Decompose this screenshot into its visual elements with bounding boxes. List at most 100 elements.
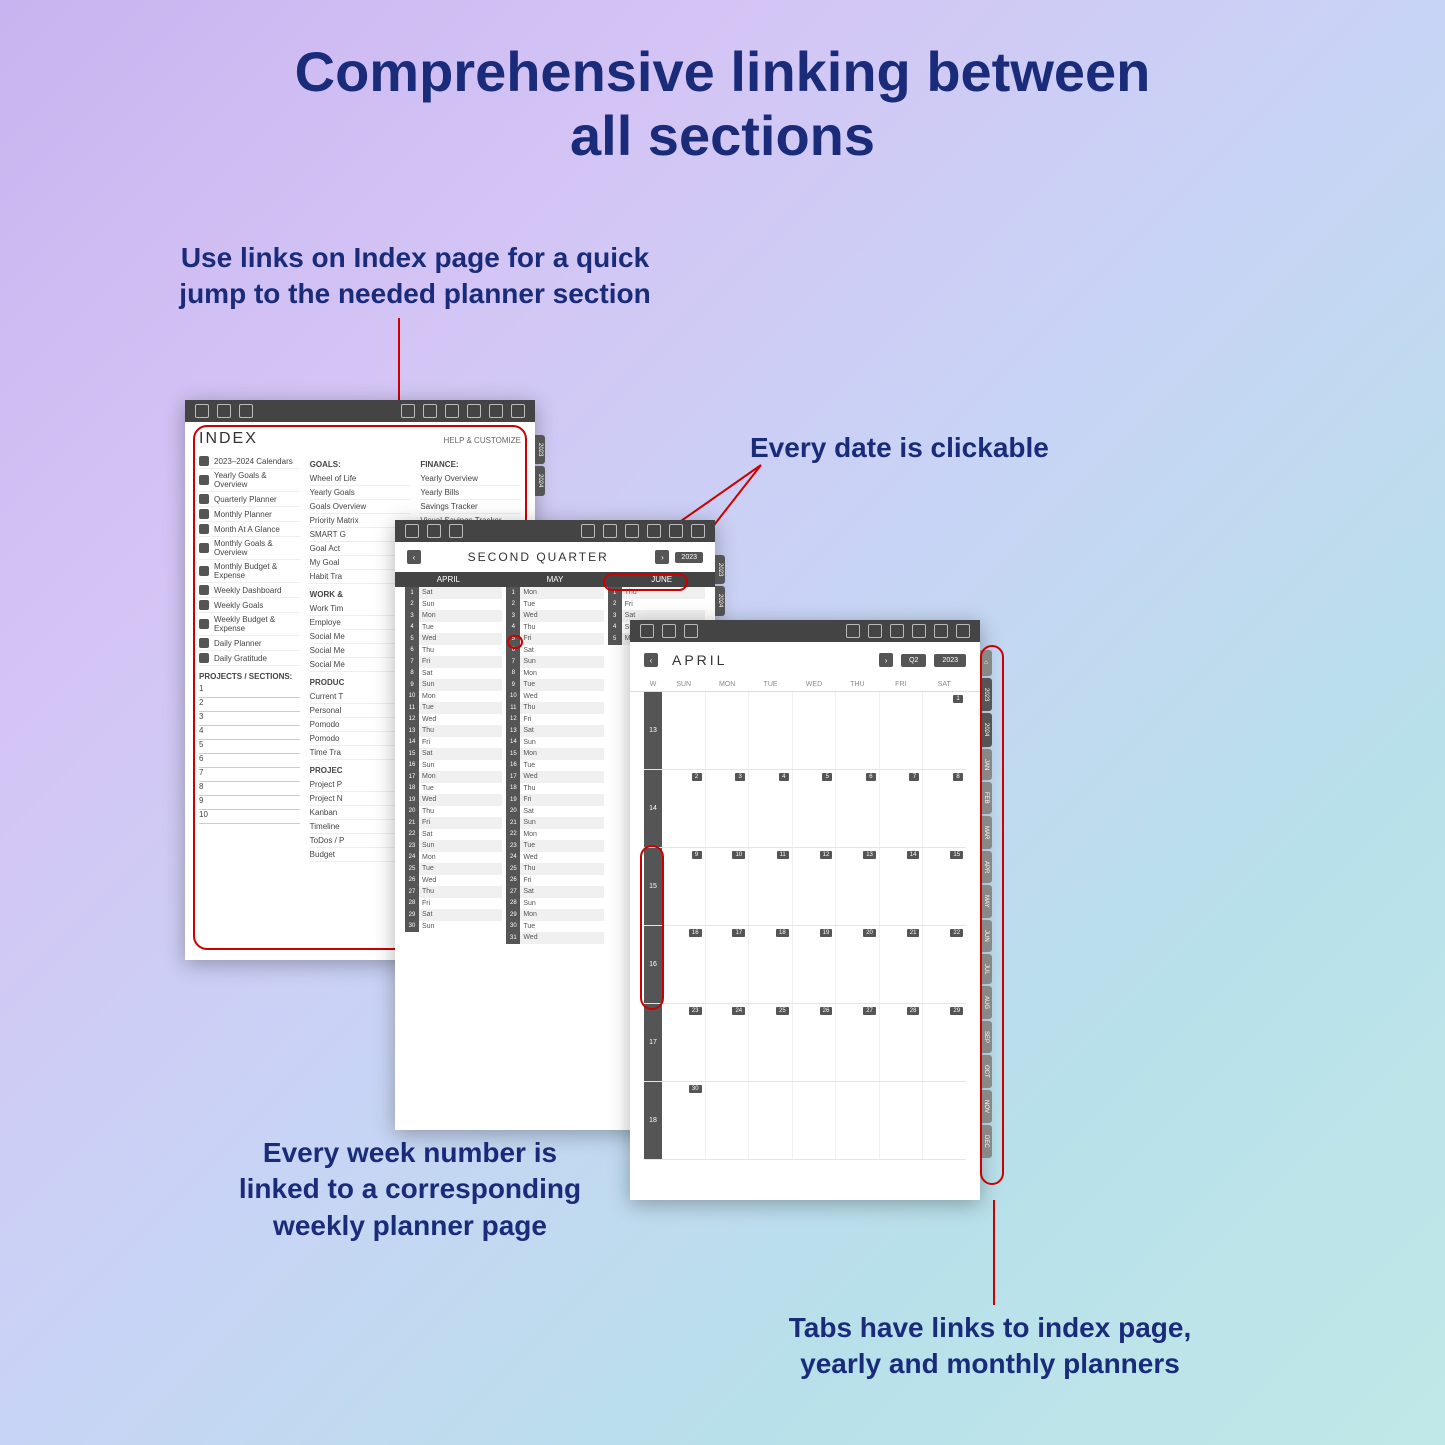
date-row[interactable]: 1Sat: [405, 587, 502, 599]
week-number[interactable]: 13: [644, 692, 662, 769]
date-cell[interactable]: 27: [836, 1004, 880, 1081]
date-row[interactable]: 31Wed: [506, 932, 603, 944]
date-row[interactable]: 19Fri: [506, 794, 603, 806]
date-cell[interactable]: 7: [880, 770, 924, 847]
year-tab[interactable]: 2023: [715, 555, 725, 584]
date-row[interactable]: 14Fri: [405, 737, 502, 749]
date-row[interactable]: 28Sun: [506, 898, 603, 910]
next-arrow[interactable]: ›: [879, 653, 893, 667]
date-row[interactable]: 8Mon: [506, 668, 603, 680]
date-row[interactable]: 2Tue: [506, 599, 603, 611]
date-row[interactable]: 9Sun: [405, 679, 502, 691]
date-cell[interactable]: 18: [749, 926, 793, 1003]
date-cell[interactable]: 12: [793, 848, 837, 925]
date-cell[interactable]: [662, 692, 706, 769]
nav-icon[interactable]: [669, 524, 683, 538]
nav-icon[interactable]: [647, 524, 661, 538]
date-cell[interactable]: 3: [706, 770, 750, 847]
date-row[interactable]: 13Sat: [506, 725, 603, 737]
nav-icon[interactable]: [956, 624, 970, 638]
date-cell[interactable]: 22: [923, 926, 966, 1003]
week-number[interactable]: 17: [644, 1004, 662, 1081]
calendar-icon[interactable]: [427, 524, 441, 538]
nav-icon[interactable]: [445, 404, 459, 418]
date-row[interactable]: 21Fri: [405, 817, 502, 829]
date-row[interactable]: 27Thu: [405, 886, 502, 898]
date-cell[interactable]: [793, 1082, 837, 1159]
date-row[interactable]: 11Thu: [506, 702, 603, 714]
date-row[interactable]: 29Mon: [506, 909, 603, 921]
date-cell[interactable]: [749, 1082, 793, 1159]
date-cell[interactable]: 17: [706, 926, 750, 1003]
date-row[interactable]: 8Sat: [405, 668, 502, 680]
date-row[interactable]: 16Tue: [506, 760, 603, 772]
check-icon[interactable]: [449, 524, 463, 538]
nav-icon[interactable]: [934, 624, 948, 638]
date-row[interactable]: 17Wed: [506, 771, 603, 783]
date-row[interactable]: 30Sun: [405, 921, 502, 933]
date-cell[interactable]: [749, 692, 793, 769]
home-icon[interactable]: [640, 624, 654, 638]
date-row[interactable]: 26Wed: [405, 875, 502, 887]
date-cell[interactable]: 5: [793, 770, 837, 847]
date-row[interactable]: 2Fri: [608, 599, 705, 611]
date-cell[interactable]: 23: [662, 1004, 706, 1081]
date-cell[interactable]: [706, 692, 750, 769]
year-tab[interactable]: 2024: [535, 466, 545, 495]
date-row[interactable]: 20Sat: [506, 806, 603, 818]
calendar-icon[interactable]: [662, 624, 676, 638]
date-row[interactable]: 22Sat: [405, 829, 502, 841]
date-row[interactable]: 12Fri: [506, 714, 603, 726]
date-cell[interactable]: [836, 692, 880, 769]
date-row[interactable]: 10Wed: [506, 691, 603, 703]
date-cell[interactable]: 21: [880, 926, 924, 1003]
date-row[interactable]: 15Sat: [405, 748, 502, 760]
date-row[interactable]: 30Tue: [506, 921, 603, 933]
date-cell[interactable]: 30: [662, 1082, 706, 1159]
nav-icon[interactable]: [868, 624, 882, 638]
date-cell[interactable]: 4: [749, 770, 793, 847]
month-tab[interactable]: MAY: [502, 572, 609, 587]
nav-icon[interactable]: [603, 524, 617, 538]
date-cell[interactable]: [923, 1082, 966, 1159]
check-icon[interactable]: [684, 624, 698, 638]
date-row[interactable]: 15Mon: [506, 748, 603, 760]
date-cell[interactable]: 28: [880, 1004, 924, 1081]
date-cell[interactable]: 14: [880, 848, 924, 925]
date-row[interactable]: 12Wed: [405, 714, 502, 726]
date-row[interactable]: 26Fri: [506, 875, 603, 887]
date-row[interactable]: 24Wed: [506, 852, 603, 864]
date-cell[interactable]: 15: [923, 848, 966, 925]
date-row[interactable]: 25Thu: [506, 863, 603, 875]
year-pill[interactable]: 2023: [934, 654, 966, 667]
nav-icon[interactable]: [691, 524, 705, 538]
date-cell[interactable]: 2: [662, 770, 706, 847]
date-row[interactable]: 17Mon: [405, 771, 502, 783]
nav-icon[interactable]: [423, 404, 437, 418]
prev-arrow[interactable]: ‹: [644, 653, 658, 667]
quarter-pill[interactable]: Q2: [901, 654, 926, 667]
nav-icon[interactable]: [912, 624, 926, 638]
date-cell[interactable]: 20: [836, 926, 880, 1003]
date-row[interactable]: 1Mon: [506, 587, 603, 599]
week-number[interactable]: 18: [644, 1082, 662, 1159]
date-cell[interactable]: 9: [662, 848, 706, 925]
date-row[interactable]: 22Mon: [506, 829, 603, 841]
year-tab[interactable]: 2023: [535, 435, 545, 464]
date-row[interactable]: 21Sun: [506, 817, 603, 829]
calendar-icon[interactable]: [217, 404, 231, 418]
date-row[interactable]: 18Thu: [506, 783, 603, 795]
nav-icon[interactable]: [467, 404, 481, 418]
date-row[interactable]: 16Sun: [405, 760, 502, 772]
nav-icon[interactable]: [489, 404, 503, 418]
date-cell[interactable]: [793, 692, 837, 769]
date-row[interactable]: 23Sun: [405, 840, 502, 852]
date-row[interactable]: 4Thu: [506, 622, 603, 634]
nav-icon[interactable]: [846, 624, 860, 638]
date-row[interactable]: 5Wed: [405, 633, 502, 645]
check-icon[interactable]: [239, 404, 253, 418]
date-cell[interactable]: 26: [793, 1004, 837, 1081]
date-row[interactable]: 4Tue: [405, 622, 502, 634]
date-cell[interactable]: 10: [706, 848, 750, 925]
date-row[interactable]: 24Mon: [405, 852, 502, 864]
